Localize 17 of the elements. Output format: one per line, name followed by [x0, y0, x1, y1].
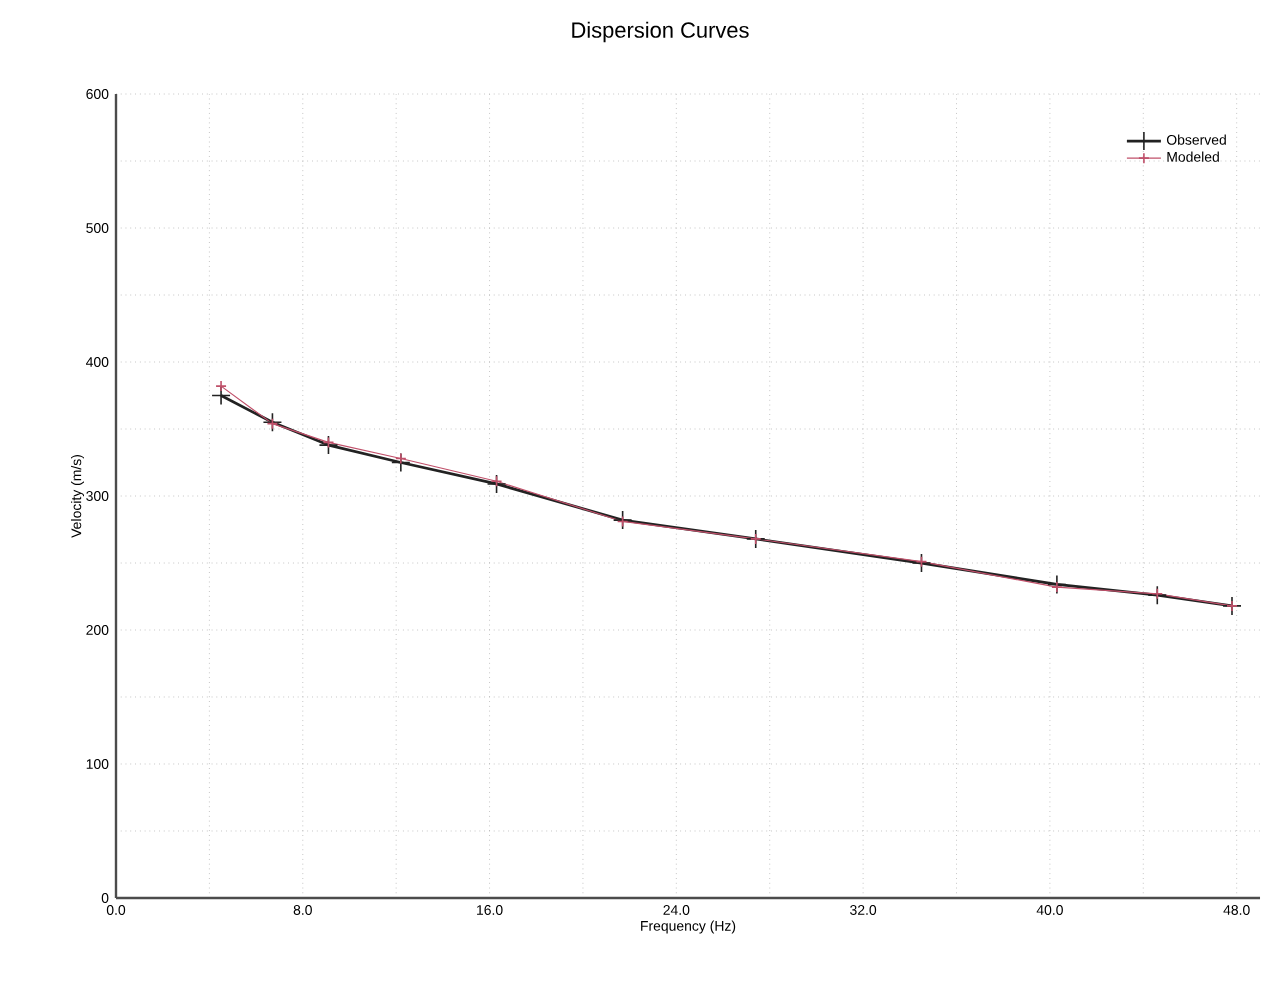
point [490, 475, 503, 488]
point [486, 474, 507, 494]
point [1147, 585, 1168, 605]
point [395, 452, 407, 465]
point [915, 555, 928, 568]
point [1151, 588, 1164, 600]
point [612, 510, 633, 530]
chart-title: Dispersion Curves [572, 21, 749, 43]
point [322, 436, 335, 449]
point [266, 417, 279, 430]
point [911, 553, 932, 573]
point [1051, 581, 1063, 593]
point [262, 412, 283, 433]
point [616, 515, 629, 528]
point [318, 435, 339, 455]
point [1047, 574, 1067, 595]
point [211, 385, 231, 406]
